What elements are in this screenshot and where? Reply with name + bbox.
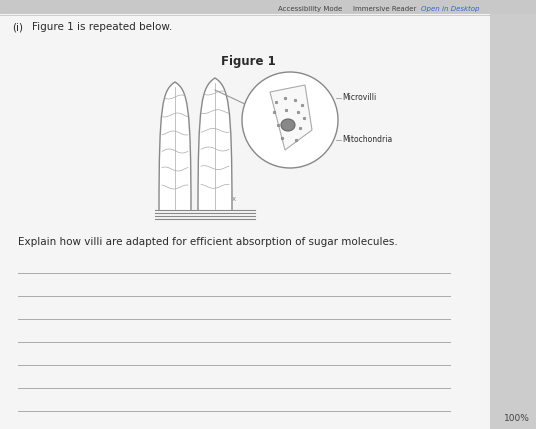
PathPatch shape [159,82,191,210]
Text: Accessibility Mode: Accessibility Mode [278,6,342,12]
Text: (i): (i) [12,22,23,32]
Text: 100%: 100% [504,414,530,423]
FancyBboxPatch shape [490,0,536,429]
Text: x: x [232,196,236,202]
FancyBboxPatch shape [0,0,536,14]
PathPatch shape [198,78,232,210]
PathPatch shape [270,85,312,150]
Text: Mitochondria: Mitochondria [342,136,392,145]
FancyBboxPatch shape [0,14,490,429]
Ellipse shape [281,119,295,131]
Text: Microvilli: Microvilli [342,94,376,103]
Text: Explain how villi are adapted for efficient absorption of sugar molecules.: Explain how villi are adapted for effici… [18,237,398,247]
Text: Figure 1 is repeated below.: Figure 1 is repeated below. [32,22,172,32]
Text: Immersive Reader: Immersive Reader [353,6,416,12]
Text: Open in Desktop: Open in Desktop [421,6,479,12]
Circle shape [242,72,338,168]
Text: Figure 1: Figure 1 [221,55,276,68]
